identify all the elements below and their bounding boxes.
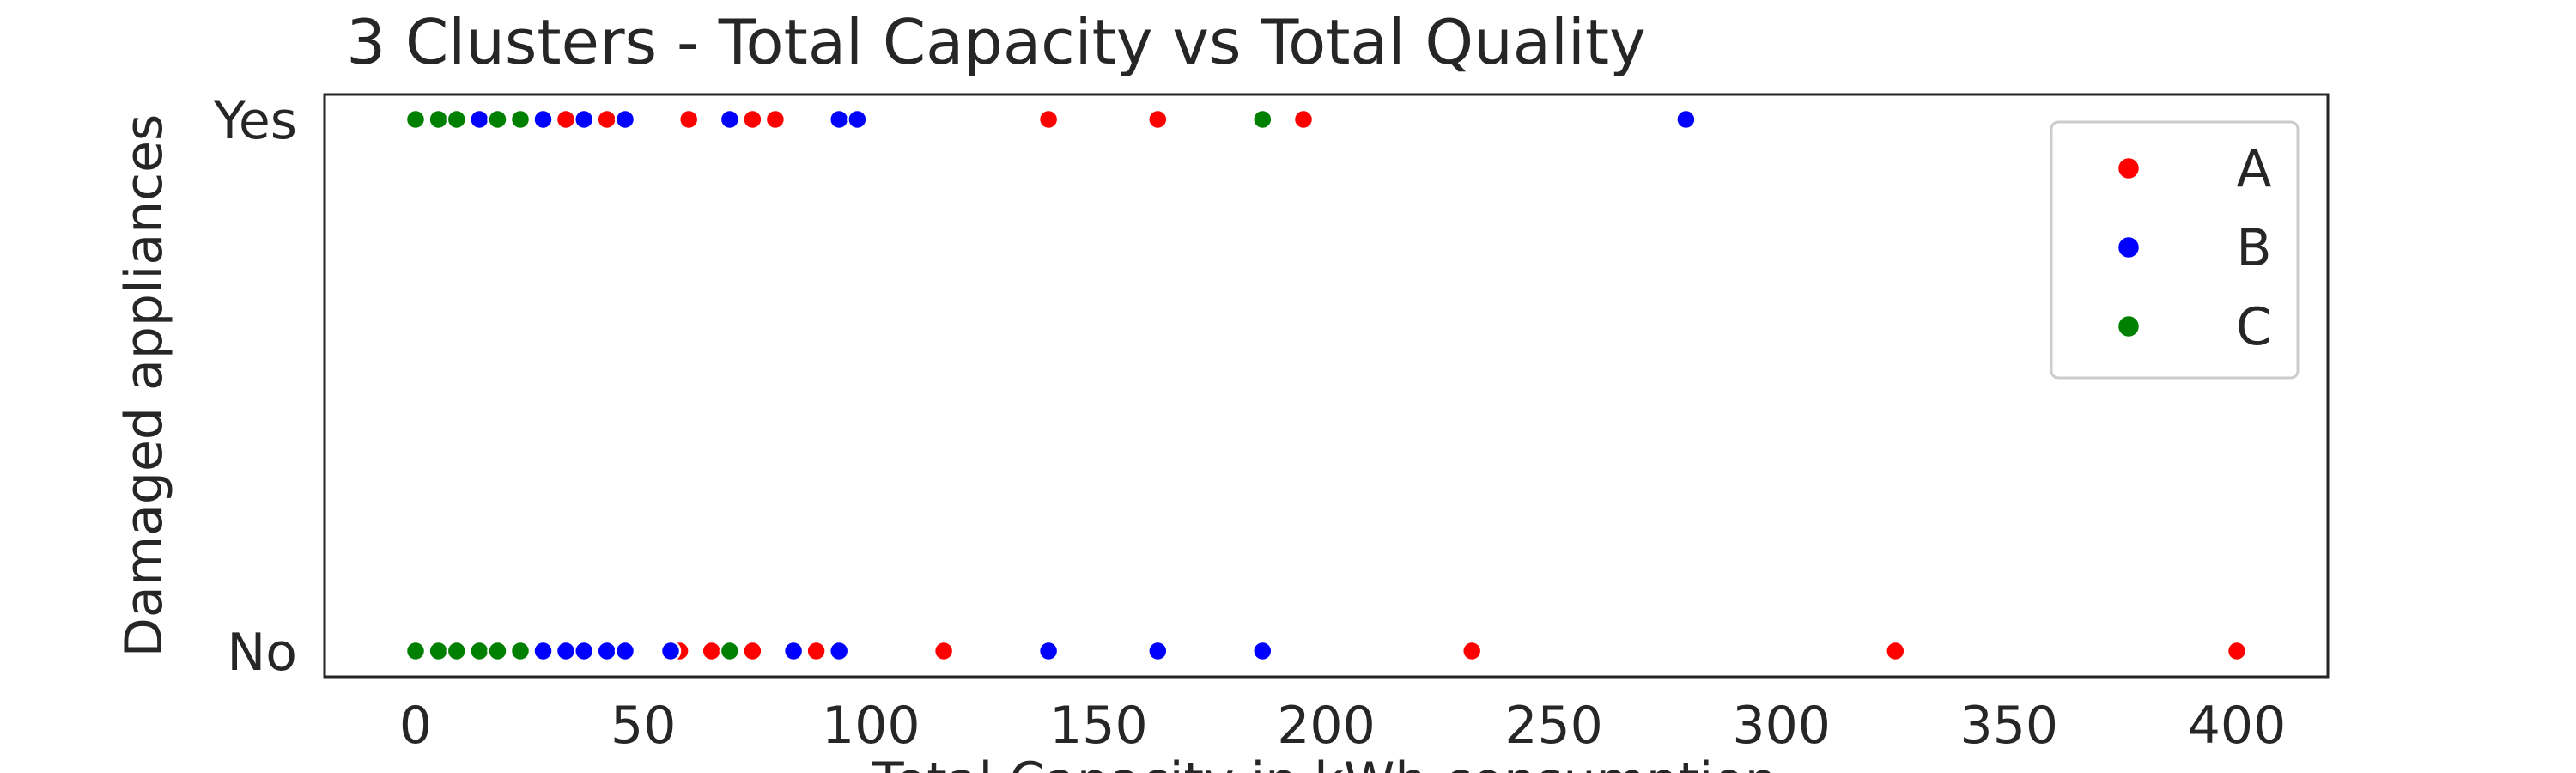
data-point-b xyxy=(1147,640,1169,662)
data-point-c xyxy=(446,640,468,662)
data-point-c xyxy=(428,108,449,131)
data-point-b xyxy=(1037,640,1060,662)
data-point-a xyxy=(677,108,700,131)
data-point-a xyxy=(1461,640,1483,662)
data-point-a xyxy=(933,640,955,662)
x-tick-label: 150 xyxy=(1049,696,1148,756)
x-tick-label: 50 xyxy=(611,696,676,756)
data-point-a xyxy=(1292,108,1315,131)
legend-label-c: C xyxy=(2236,297,2272,357)
data-point-b xyxy=(1252,640,1273,662)
data-point-b xyxy=(532,108,554,131)
data-point-b xyxy=(573,640,595,662)
data-point-b xyxy=(573,108,595,131)
legend-marker-b xyxy=(2116,234,2142,260)
plot-area-frame xyxy=(323,93,2330,679)
legend-marker-a xyxy=(2116,155,2142,181)
data-point-a xyxy=(764,108,787,131)
data-point-c xyxy=(404,108,427,131)
x-tick-label: 400 xyxy=(2188,696,2287,756)
data-point-c xyxy=(487,108,508,131)
data-point-b xyxy=(847,108,868,131)
x-tick-label: 200 xyxy=(1277,696,1376,756)
data-point-b xyxy=(782,640,805,662)
legend-label-b: B xyxy=(2236,218,2271,278)
data-point-c xyxy=(404,640,427,662)
data-point-a xyxy=(742,108,763,131)
x-axis-ticks: 0 50 100 150 200 250 300 350 400 xyxy=(399,696,2286,756)
data-point-a xyxy=(805,640,827,662)
data-point-b xyxy=(596,640,617,662)
data-point-b xyxy=(532,640,554,662)
data-point-c xyxy=(509,640,532,662)
chart-title: 3 Clusters - Total Capacity vs Total Qua… xyxy=(346,6,1645,78)
data-point-b xyxy=(719,108,741,131)
data-point-a xyxy=(1147,108,1169,131)
data-points xyxy=(404,108,2248,662)
data-point-b xyxy=(659,640,682,662)
y-tick-label: No xyxy=(227,623,297,683)
x-tick-label: 250 xyxy=(1504,696,1603,756)
x-tick-label: 0 xyxy=(399,696,432,756)
data-point-c xyxy=(1252,108,1273,131)
data-point-c xyxy=(719,640,741,662)
data-point-c xyxy=(509,108,532,131)
data-point-a xyxy=(555,108,577,131)
legend: ABC xyxy=(2050,120,2300,380)
data-point-c xyxy=(446,108,468,131)
x-axis-label: Total Capacity in kWh consumption xyxy=(872,752,1777,773)
data-point-a xyxy=(2226,640,2248,662)
data-point-b xyxy=(828,640,850,662)
data-point-b xyxy=(828,108,850,131)
data-point-a xyxy=(596,108,617,131)
data-point-c xyxy=(469,640,490,662)
legend-label-a: A xyxy=(2236,139,2271,199)
legend-marker-c xyxy=(2116,313,2142,339)
data-point-a xyxy=(742,640,763,662)
data-point-b xyxy=(469,108,490,131)
y-axis-label: Damaged appliances xyxy=(114,114,174,658)
data-point-a xyxy=(1037,108,1060,131)
legend-box xyxy=(2050,120,2300,380)
y-tick-label: Yes xyxy=(213,91,297,151)
x-tick-label: 300 xyxy=(1732,696,1831,756)
data-point-c xyxy=(487,640,508,662)
x-tick-label: 350 xyxy=(1960,696,2059,756)
data-point-b xyxy=(614,640,636,662)
y-axis-ticks: No Yes xyxy=(213,91,297,683)
data-point-b xyxy=(1675,108,1697,131)
data-point-b xyxy=(614,108,636,131)
data-point-a xyxy=(701,640,722,662)
data-point-c xyxy=(428,640,449,662)
data-point-a xyxy=(1885,640,1906,662)
data-point-b xyxy=(555,640,577,662)
x-tick-label: 100 xyxy=(822,696,920,756)
